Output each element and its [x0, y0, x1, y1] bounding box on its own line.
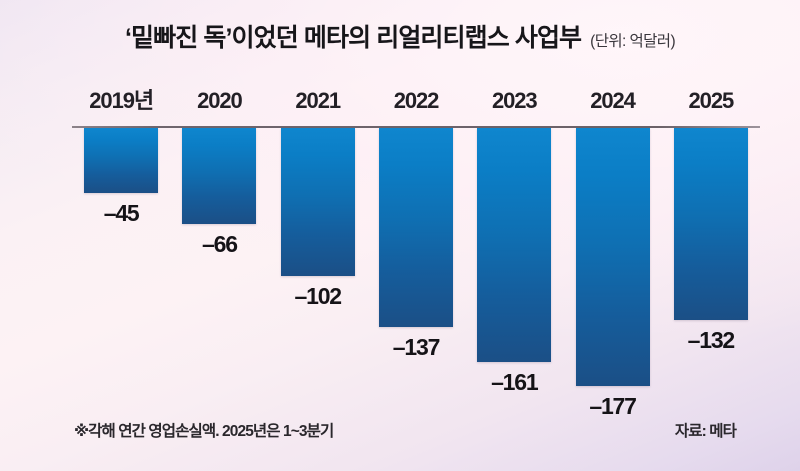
- zero-baseline: [72, 126, 760, 128]
- x-axis-tick-2023: 2023: [491, 88, 538, 113]
- x-axis-tick-2024: 2024: [590, 88, 636, 113]
- x-axis-tick-2020: 2020: [197, 88, 243, 113]
- bar-slot: –45: [72, 128, 170, 396]
- bar-value-label: –132: [687, 327, 736, 354]
- bar-slot: –102: [269, 128, 367, 396]
- bar-slot: –137: [367, 128, 465, 396]
- bar-2020[interactable]: [182, 128, 257, 225]
- bar-2021[interactable]: [280, 128, 355, 277]
- footnote: ※각해 연간 영업손실액. 2025년은 1~3분기: [74, 423, 334, 440]
- x-axis-tick-2025: 2025: [688, 88, 735, 113]
- source-attribution: 자료: 메타: [674, 423, 737, 440]
- bar-2025[interactable]: [673, 128, 748, 321]
- bar-2024[interactable]: [575, 128, 650, 386]
- bar-slot: –161: [465, 128, 563, 396]
- page-title: ‘밑빠진 독’이었던 메타의 리얼리티랩스 사업부: [124, 24, 582, 52]
- bar-slot: –66: [170, 128, 268, 396]
- bar-value-label: –102: [294, 283, 343, 310]
- bar-value-label: –66: [202, 231, 238, 258]
- bar-value-label: –161: [491, 369, 539, 396]
- bar-value-label: –137: [392, 334, 441, 361]
- x-axis-tick-2019: 2019년: [89, 88, 154, 113]
- bar-value-label: –177: [589, 392, 637, 419]
- bar-2023[interactable]: [477, 128, 552, 363]
- bar-slot: –177: [563, 128, 661, 417]
- x-axis-tick-2021: 2021: [295, 88, 341, 113]
- chart-header: ‘밑빠진 독’이었던 메타의 리얼리티랩스 사업부 (단위: 억달러): [0, 26, 800, 70]
- bar-2019[interactable]: [84, 128, 159, 194]
- x-axis-labels: 2019년 2020 2021 2022 2023 2024 2025: [72, 86, 760, 120]
- bar-2022[interactable]: [378, 128, 453, 328]
- bar-chart-plot: 2019년 2020 2021 2022 2023 2024 2025 –45 –66 –102…: [72, 86, 760, 417]
- bar-series: –45 –66 –102 –137 –161 –177 –132: [72, 128, 760, 417]
- chart-unit-label: (단위: 억달러): [590, 33, 676, 50]
- x-axis-tick-2022: 2022: [393, 88, 440, 113]
- bar-slot: –132: [662, 128, 760, 396]
- bar-value-label: –45: [103, 200, 140, 227]
